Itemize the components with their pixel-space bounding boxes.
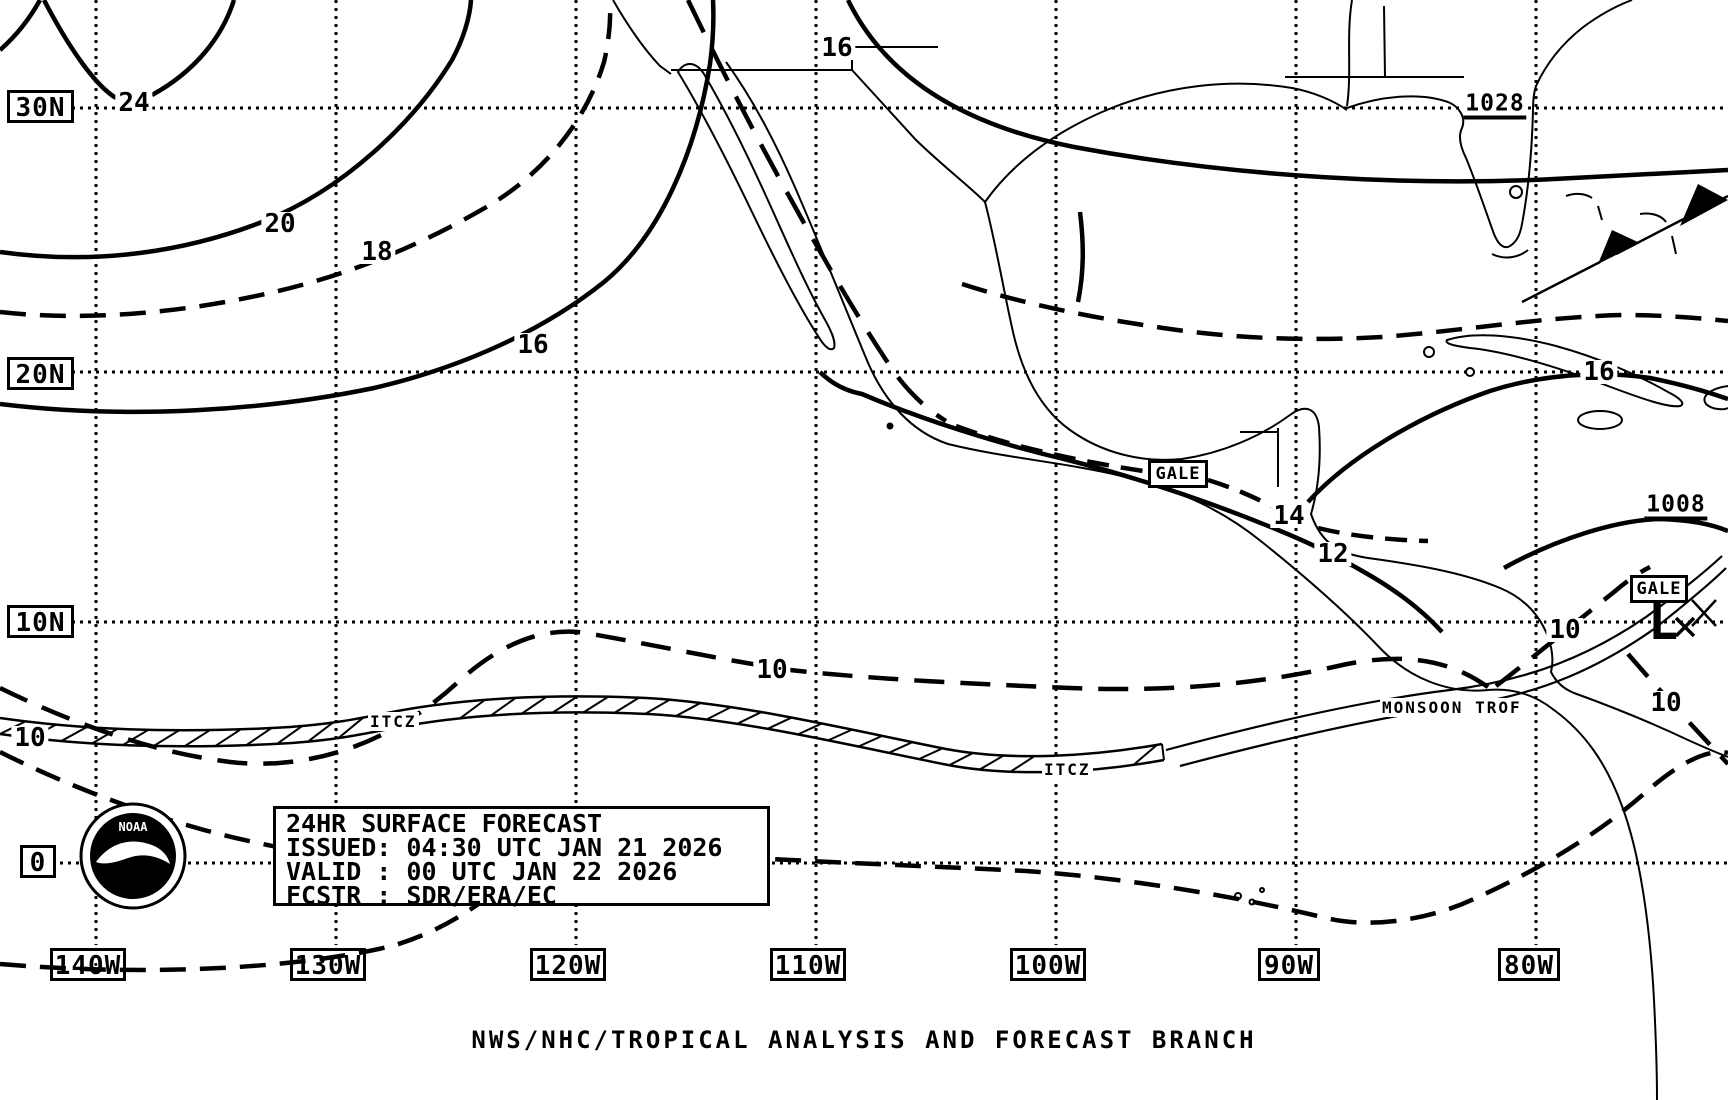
forecast-title-box: 24HR SURFACE FORECAST ISSUED: 04:30 UTC … (273, 806, 770, 910)
coastlines (612, 0, 1728, 1100)
itcz-band (0, 695, 1165, 774)
isobar-label-1016-top: 16 (818, 35, 856, 61)
graticule (60, 0, 1728, 945)
isobar-label-1020: 20 (261, 211, 299, 237)
isobar-label-1010-center: 10 (753, 657, 791, 683)
isobar-label-1024: 24 (115, 90, 153, 116)
itcz-label-west: ITCZ (368, 712, 419, 731)
latitude-label-30n: 30N (7, 90, 74, 123)
longitude-label-90w: 90W (1258, 948, 1320, 981)
noaa-logo-text: NOAA (119, 820, 149, 834)
forecast-title-line: 24HR SURFACE FORECAST (286, 809, 603, 838)
isobar-label-1012: 12 (1314, 541, 1352, 567)
isobar-label-1010-southeast: 10 (1647, 690, 1685, 716)
forecast-issued-line: ISSUED: 04:30 UTC JAN 21 2026 (286, 833, 723, 862)
isobar-label-1010-near-low: 10 (1546, 617, 1584, 643)
itcz-label-east: ITCZ (1042, 760, 1093, 779)
longitude-label-80w: 80W (1498, 948, 1560, 981)
forecast-valid-line: VALID : 00 UTC JAN 22 2026 (286, 857, 678, 886)
low-cross-marks (1674, 599, 1717, 638)
longitude-label-100w: 100W (1010, 948, 1086, 981)
branch-caption: NWS/NHC/TROPICAL ANALYSIS AND FORECAST B… (471, 1026, 1257, 1054)
high-pressure-value-1028: 1028 (1463, 92, 1527, 120)
longitude-label-110w: 110W (770, 948, 846, 981)
gale-warning-badge-colombia: GALE (1630, 575, 1688, 603)
isobar-label-1018: 18 (358, 239, 396, 265)
gale-warning-badge-tehuantepec: GALE (1148, 460, 1208, 488)
forecast-forecaster-line: FCSTR : SDR/ERA/EC (286, 881, 557, 910)
low-center-symbol: L (1648, 593, 1679, 651)
longitude-label-130w: 130W (290, 948, 366, 981)
longitude-label-120w: 120W (530, 948, 606, 981)
itcz-hatch-marks (0, 695, 1165, 773)
longitude-label-140w: 140W (50, 948, 126, 981)
noaa-logo: NOAA (79, 802, 187, 910)
latitude-label-10n: 10N (7, 605, 74, 638)
isobar-label-1016-east: 16 (1580, 359, 1618, 385)
isobars-dashed (0, 0, 1728, 973)
monsoon-trof-label: MONSOON TROF (1380, 698, 1524, 717)
isobar-label-1010-west: 10 (11, 725, 49, 751)
latitude-label-equator: 0 (20, 845, 56, 878)
low-pressure-value-1008: 1008 (1644, 493, 1708, 521)
cold-front (1521, 184, 1728, 304)
latitude-label-20n: 20N (7, 357, 74, 390)
isobar-label-1016-west: 16 (514, 332, 552, 358)
isobar-label-1014: 14 (1270, 503, 1308, 529)
